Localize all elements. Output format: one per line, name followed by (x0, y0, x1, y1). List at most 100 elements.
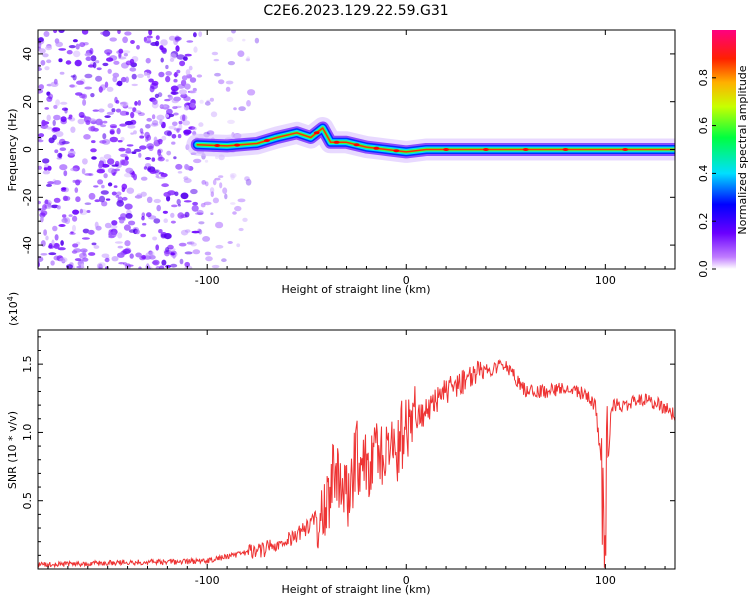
noise-speckle (44, 66, 50, 71)
trace-hotspot (333, 140, 340, 144)
noise-speckle (146, 134, 152, 141)
noise-speckle (111, 220, 118, 226)
noise-speckle (238, 227, 244, 232)
noise-speckle (189, 90, 197, 94)
x-tick-label: -100 (195, 274, 220, 287)
noise-speckle (38, 139, 44, 143)
noise-speckle (230, 174, 235, 181)
noise-speckle (120, 136, 125, 142)
noise-speckle (107, 167, 116, 174)
noise-speckle (98, 195, 106, 203)
noise-speckle (61, 141, 70, 145)
x-tick-label: 100 (595, 274, 616, 287)
noise-speckle (166, 150, 172, 156)
noise-speckle (193, 46, 198, 53)
noise-speckle (247, 89, 256, 96)
noise-speckle (95, 118, 103, 126)
spectrogram-chart: -100 0 100 -40 -20 0 20 40 Height of straight … (6, 29, 676, 296)
noise-speckle (126, 187, 135, 194)
noise-speckle (79, 252, 87, 259)
noise-speckle (146, 212, 152, 218)
noise-speckle (179, 258, 184, 265)
noise-speckle (139, 135, 145, 139)
noise-speckle (214, 72, 221, 77)
noise-speckle (155, 35, 160, 40)
noise-speckle (135, 229, 140, 235)
noise-speckle (82, 158, 88, 165)
noise-speckle (146, 72, 151, 79)
colorbar: 0.0 0.2 0.4 0.6 0.8 Normalized spectral ampl… (697, 30, 749, 278)
noise-speckle (75, 196, 81, 203)
noise-speckle (80, 248, 88, 253)
noise-speckle (98, 86, 103, 93)
y-tick-label: 1.0 (21, 424, 34, 442)
noise-speckle (53, 180, 62, 185)
noise-speckle (184, 229, 191, 233)
noise-speckle (46, 183, 52, 187)
snr-y-ticks: 0.5 1.0 1.5 (21, 336, 675, 556)
noise-speckle (176, 54, 185, 60)
noise-speckle (102, 62, 109, 67)
noise-speckle (72, 215, 78, 222)
y-tick-label: -40 (21, 236, 34, 254)
noise-speckle (157, 176, 166, 179)
noise-speckle (61, 187, 67, 191)
noise-speckle (134, 110, 142, 114)
noise-speckle (171, 89, 176, 94)
noise-speckle (107, 182, 113, 187)
noise-speckle (238, 106, 246, 112)
noise-speckle (53, 242, 60, 249)
noise-speckle (165, 75, 171, 83)
noise-speckle (68, 214, 73, 217)
noise-speckle (113, 60, 120, 65)
noise-speckle (120, 213, 127, 219)
noise-speckle (163, 218, 168, 223)
noise-speckle (40, 240, 46, 247)
noise-speckle (62, 195, 68, 201)
noise-speckle (195, 212, 204, 215)
noise-speckle (157, 149, 162, 156)
noise-speckle (72, 74, 77, 81)
noise-speckle (173, 72, 179, 77)
noise-speckle (139, 145, 147, 150)
noise-speckle (176, 128, 180, 133)
noise-speckle (145, 252, 154, 259)
noise-speckle (117, 196, 124, 204)
noise-speckle (204, 101, 211, 106)
noise-speckle (58, 224, 66, 227)
noise-speckle (60, 101, 68, 105)
noise-speckle (155, 265, 161, 269)
noise-speckle (173, 127, 182, 131)
noise-speckle (184, 83, 191, 90)
noise-speckle (107, 158, 115, 165)
noise-speckle (155, 244, 159, 251)
noise-speckle (80, 263, 84, 269)
noise-speckle (53, 30, 58, 34)
noise-speckle (229, 173, 237, 178)
noise-speckle (52, 134, 57, 141)
noise-speckle (140, 191, 147, 197)
noise-speckle (93, 185, 99, 188)
trace-hotspot (234, 143, 241, 147)
noise-speckle (111, 108, 116, 113)
noise-speckle (177, 83, 185, 89)
signal-trace (186, 117, 675, 163)
noise-speckle (114, 241, 123, 244)
noise-speckle (39, 48, 46, 54)
noise-speckle (185, 165, 191, 171)
noise-speckle (136, 193, 143, 197)
noise-speckle (120, 153, 128, 158)
noise-speckle (153, 218, 161, 224)
noise-speckle (45, 45, 53, 51)
colorbar-tick-label: 0.8 (697, 69, 710, 87)
noise-speckle (109, 136, 119, 143)
noise-speckle (61, 218, 68, 223)
noise-speckle (160, 47, 167, 53)
noise-speckle (222, 187, 228, 194)
noise-speckle (173, 112, 179, 116)
noise-speckle (165, 264, 172, 268)
noise-speckle (56, 205, 61, 210)
noise-speckle (175, 163, 183, 170)
noise-speckle (101, 253, 110, 259)
noise-speckle (54, 38, 60, 44)
